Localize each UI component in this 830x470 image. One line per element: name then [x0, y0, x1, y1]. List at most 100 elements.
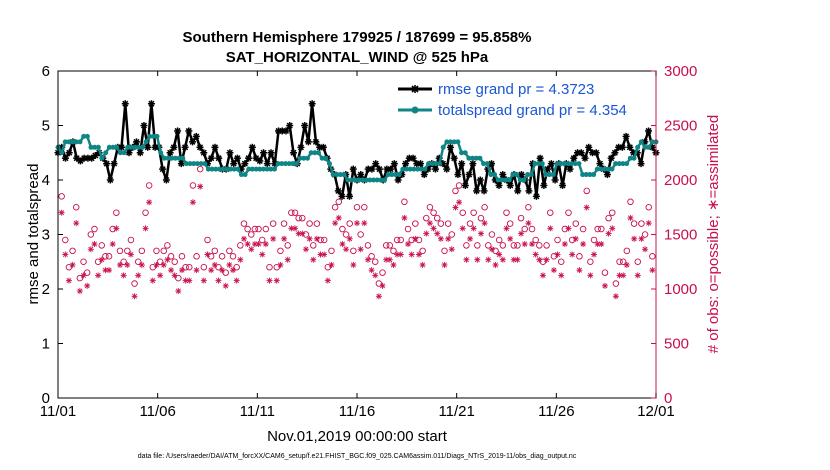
totalspread-point [106, 144, 112, 150]
obs-assimilated-point [76, 288, 83, 295]
totalspread-point [649, 139, 655, 145]
obs-possible-point [576, 253, 583, 260]
rmse-point [189, 138, 197, 146]
obs-assimilated-point [580, 241, 587, 248]
obs-possible-point [514, 242, 521, 249]
obs-assimilated-point [631, 235, 638, 242]
totalspread-point [389, 172, 395, 178]
obs-possible-point [528, 225, 536, 233]
obs-possible-point [390, 247, 397, 255]
obs-assimilated-point [65, 277, 72, 284]
y-right-tick-label: 2500 [664, 118, 697, 135]
rmse-point [622, 132, 630, 140]
totalspread-point [290, 161, 296, 167]
rmse-point [110, 160, 118, 168]
obs-assimilated-point [91, 241, 98, 248]
obs-possible-point [233, 263, 240, 271]
obs-assimilated-point [98, 256, 105, 263]
totalspread-point [59, 150, 65, 156]
obs-assimilated-point [470, 225, 477, 232]
totalspread-point [92, 144, 98, 150]
obs-assimilated-point [503, 225, 510, 232]
obs-possible-point [612, 280, 620, 287]
totalspread-point [470, 155, 476, 161]
totalspread-point [514, 172, 520, 178]
obs-assimilated-point [193, 267, 200, 274]
totalspread-point [554, 161, 560, 167]
rmse-point [177, 160, 185, 168]
obs-possible-point [441, 247, 448, 255]
totalspread-point [99, 155, 105, 161]
obs-assimilated-point [357, 246, 364, 253]
obs-possible-point [328, 247, 335, 255]
obs-assimilated-point [343, 246, 350, 253]
obs-possible-point [196, 165, 204, 173]
obs-assimilated-point [521, 241, 528, 248]
obs-possible-point [142, 209, 149, 216]
rmse-point [132, 138, 140, 146]
obs-assimilated-point [587, 272, 594, 279]
obs-assimilated-point [189, 199, 196, 206]
obs-assimilated-point [485, 256, 492, 263]
totalspread-point [194, 161, 200, 167]
totalspread-point [536, 161, 542, 167]
totalspread-point [473, 155, 479, 161]
totalspread-point [62, 139, 68, 145]
rmse-point [282, 127, 290, 135]
obs-possible-point [630, 220, 638, 227]
rmse-point [144, 143, 152, 151]
obs-assimilated-point [313, 235, 320, 242]
totalspread-point [158, 150, 164, 156]
obs-assimilated-point [222, 282, 229, 289]
obs-assimilated-point [492, 261, 499, 268]
obs-assimilated-point [113, 225, 120, 232]
rmse-point [461, 181, 469, 189]
rmse-point [241, 160, 249, 168]
obs-possible-point [215, 263, 222, 271]
rmse-point [592, 149, 600, 157]
totalspread-point [161, 155, 167, 161]
totalspread-point [360, 177, 366, 183]
totalspread-point [451, 139, 457, 145]
obs-assimilated-point [142, 225, 149, 232]
obs-possible-point [375, 280, 383, 287]
obs-possible-point [62, 236, 69, 244]
totalspread-point [371, 177, 377, 183]
obs-assimilated-point [477, 230, 484, 237]
obs-assimilated-point [127, 251, 134, 258]
rmse-point [338, 192, 346, 200]
totalspread-point [202, 161, 208, 167]
obs-possible-point [357, 231, 364, 238]
obs-possible-point [284, 242, 291, 249]
obs-assimilated-point [642, 246, 649, 253]
rmse-point [596, 160, 604, 168]
rmse-point [226, 149, 234, 157]
obs-assimilated-point [499, 256, 506, 263]
obs-assimilated-point [390, 261, 397, 268]
obs-assimilated-point [58, 209, 65, 216]
obs-assimilated-point [146, 199, 153, 206]
totalspread-point [613, 161, 619, 167]
obs-possible-point [218, 253, 226, 260]
obs-assimilated-point [116, 261, 123, 268]
totalspread-point [374, 177, 380, 183]
obs-assimilated-point [507, 235, 514, 242]
totalspread-point [95, 144, 101, 150]
obs-assimilated-point [601, 282, 608, 289]
obs-assimilated-point [244, 241, 251, 248]
x-tick-label: 11/16 [339, 403, 375, 420]
obs-assimilated-point [240, 235, 247, 242]
rmse-point [215, 154, 223, 162]
totalspread-point [400, 166, 406, 172]
totalspread-point [602, 166, 608, 172]
totalspread-point [415, 166, 421, 172]
rmse-point [103, 160, 111, 168]
totalspread-point [235, 166, 241, 172]
totalspread-point [136, 144, 142, 150]
obs-assimilated-point [364, 256, 371, 263]
rmse-point [200, 149, 208, 157]
rmse-point [211, 143, 219, 151]
obs-assimilated-point [649, 267, 656, 274]
obs-assimilated-point [339, 241, 346, 248]
obs-possible-point [124, 247, 131, 255]
